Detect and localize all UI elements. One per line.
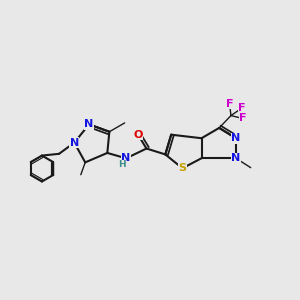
Text: F: F [226, 99, 233, 109]
Text: N: N [231, 153, 241, 163]
Text: S: S [178, 163, 186, 173]
Text: N: N [84, 119, 94, 129]
Text: N: N [70, 138, 79, 148]
Text: O: O [134, 130, 143, 140]
Text: H: H [118, 160, 126, 169]
Text: N: N [231, 133, 241, 143]
Text: F: F [239, 113, 247, 124]
Text: F: F [238, 103, 246, 113]
Text: N: N [121, 153, 130, 163]
